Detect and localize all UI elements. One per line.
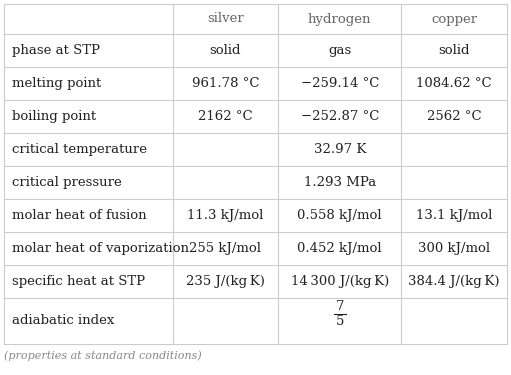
Text: 1084.62 °C: 1084.62 °C <box>416 77 492 90</box>
Text: phase at STP: phase at STP <box>12 44 100 57</box>
Text: specific heat at STP: specific heat at STP <box>12 275 145 288</box>
Text: copper: copper <box>431 12 477 26</box>
Text: hydrogen: hydrogen <box>308 12 371 26</box>
Text: 13.1 kJ/mol: 13.1 kJ/mol <box>416 209 493 222</box>
Text: (properties at standard conditions): (properties at standard conditions) <box>4 350 202 361</box>
Text: gas: gas <box>328 44 352 57</box>
Text: 255 kJ/mol: 255 kJ/mol <box>189 242 261 255</box>
Text: 2562 °C: 2562 °C <box>427 110 481 123</box>
Text: 0.452 kJ/mol: 0.452 kJ/mol <box>297 242 382 255</box>
Text: 5: 5 <box>336 315 344 328</box>
Text: solid: solid <box>438 44 470 57</box>
Text: 961.78 °C: 961.78 °C <box>192 77 259 90</box>
Text: 32.97 K: 32.97 K <box>314 143 366 156</box>
Text: molar heat of fusion: molar heat of fusion <box>12 209 147 222</box>
Text: 7: 7 <box>336 300 344 313</box>
Text: molar heat of vaporization: molar heat of vaporization <box>12 242 189 255</box>
Text: 11.3 kJ/mol: 11.3 kJ/mol <box>187 209 264 222</box>
Text: critical temperature: critical temperature <box>12 143 147 156</box>
Text: 384.4 J/(kg K): 384.4 J/(kg K) <box>408 275 500 288</box>
Text: critical pressure: critical pressure <box>12 176 122 189</box>
Text: boiling point: boiling point <box>12 110 96 123</box>
Text: −252.87 °C: −252.87 °C <box>300 110 379 123</box>
Text: −259.14 °C: −259.14 °C <box>300 77 379 90</box>
Text: 1.293 MPa: 1.293 MPa <box>304 176 376 189</box>
Text: 300 kJ/mol: 300 kJ/mol <box>418 242 490 255</box>
Text: solid: solid <box>210 44 241 57</box>
Text: 235 J/(kg K): 235 J/(kg K) <box>186 275 265 288</box>
Text: melting point: melting point <box>12 77 101 90</box>
Text: adiabatic index: adiabatic index <box>12 315 114 327</box>
Text: 2162 °C: 2162 °C <box>198 110 252 123</box>
Text: silver: silver <box>207 12 244 26</box>
Text: 0.558 kJ/mol: 0.558 kJ/mol <box>297 209 382 222</box>
Text: 14 300 J/(kg K): 14 300 J/(kg K) <box>291 275 389 288</box>
